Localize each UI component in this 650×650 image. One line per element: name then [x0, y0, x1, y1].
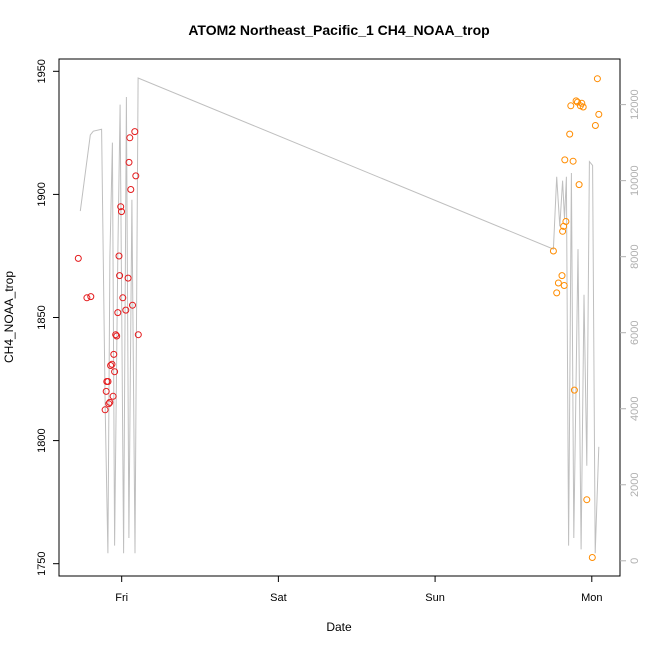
data-point-series2-12 — [569, 157, 577, 165]
x-tick-label: Sun — [425, 592, 445, 604]
y-tick-label: 1750 — [36, 551, 48, 575]
data-point-series1-19 — [116, 272, 124, 280]
y2-tick-label: 6000 — [629, 320, 641, 344]
y2-tick-label: 2000 — [629, 473, 641, 497]
data-point-series1-23 — [122, 306, 130, 314]
y2-tick-label: 8000 — [629, 244, 641, 268]
data-point-series2-3 — [554, 279, 562, 287]
data-point-series2-9 — [562, 218, 570, 225]
data-point-series2-22 — [591, 122, 599, 129]
data-point-series1-5 — [102, 387, 110, 395]
data-point-series2-8 — [561, 156, 569, 164]
data-point-series2-11 — [567, 102, 575, 110]
data-point-series1-20 — [117, 203, 125, 211]
x-tick-label: Sat — [270, 592, 287, 604]
x-axis: Fri Sat Sun Mon — [115, 576, 602, 604]
y-axis-label: CH4_NOAA_trop — [2, 271, 16, 363]
data-point-series2-23 — [593, 75, 601, 83]
y-axis-right: 0 2000 4000 6000 8000 10000 12000 — [620, 89, 641, 564]
data-point-series1-10 — [107, 362, 115, 369]
data-point-series1-18 — [115, 252, 123, 260]
y2-tick-label: 10000 — [629, 165, 641, 196]
data-point-series1-12 — [109, 392, 117, 400]
x-tick-label: Mon — [581, 592, 602, 604]
data-point-series1-21 — [118, 208, 125, 216]
data-point-series2-5 — [559, 227, 567, 235]
plot-frame — [58, 58, 621, 577]
points-layer — [74, 75, 603, 561]
data-point-series1-22 — [119, 294, 127, 302]
data-point-series2-16 — [575, 181, 583, 189]
y-tick-label: 1800 — [36, 428, 48, 452]
data-point-series2-20 — [583, 496, 591, 504]
data-point-series2-2 — [553, 289, 561, 297]
y-tick-label: 1950 — [36, 59, 48, 83]
data-point-series1-7 — [104, 378, 112, 385]
altitude-line — [79, 77, 600, 554]
data-point-series2-4 — [558, 272, 566, 280]
data-point-series2-21 — [588, 554, 596, 561]
y-tick-label: 1850 — [36, 305, 48, 329]
data-point-series1-1 — [74, 254, 82, 262]
y2-tick-label: 0 — [629, 558, 641, 564]
data-point-series2-7 — [560, 282, 568, 289]
data-point-series1-9 — [106, 398, 114, 406]
y-axis-left: 1750 1800 1850 1900 1950 — [36, 59, 59, 576]
data-point-series1-25 — [125, 158, 133, 166]
data-point-series1-24 — [124, 274, 132, 282]
data-point-series1-28 — [129, 301, 136, 309]
x-axis-label: Date — [326, 620, 352, 634]
altitude-line-layer — [79, 77, 600, 554]
data-point-series1-2 — [83, 294, 91, 302]
data-point-series1-26 — [126, 134, 134, 142]
y-tick-label: 1900 — [36, 182, 48, 206]
data-point-series2-14 — [572, 97, 580, 105]
data-point-series2-13 — [570, 386, 578, 394]
data-point-series2-19 — [579, 103, 587, 111]
data-point-series2-10 — [566, 130, 574, 138]
data-point-series1-30 — [132, 172, 140, 180]
data-point-series2-24 — [595, 110, 603, 118]
data-point-series2-1 — [549, 247, 557, 255]
data-point-series2-18 — [578, 99, 586, 107]
data-point-series1-16 — [113, 332, 121, 340]
data-point-series1-8 — [105, 400, 113, 408]
data-point-series1-4 — [101, 406, 109, 414]
data-point-series1-29 — [131, 128, 139, 136]
data-point-series1-17 — [114, 309, 122, 317]
data-point-series1-13 — [110, 350, 118, 358]
data-point-series1-11 — [108, 360, 116, 368]
chart-title: ATOM2 Northeast_Pacific_1 CH4_NOAA_trop — [188, 22, 489, 38]
y2-tick-label: 12000 — [629, 89, 641, 120]
data-point-series1-31 — [134, 331, 142, 339]
x-tick-label: Fri — [115, 592, 128, 604]
y2-tick-label: 4000 — [629, 396, 641, 420]
data-point-series1-27 — [127, 186, 135, 193]
data-point-series1-3 — [87, 293, 95, 301]
data-point-series1-14 — [111, 368, 119, 376]
data-point-series1-15 — [112, 331, 120, 339]
